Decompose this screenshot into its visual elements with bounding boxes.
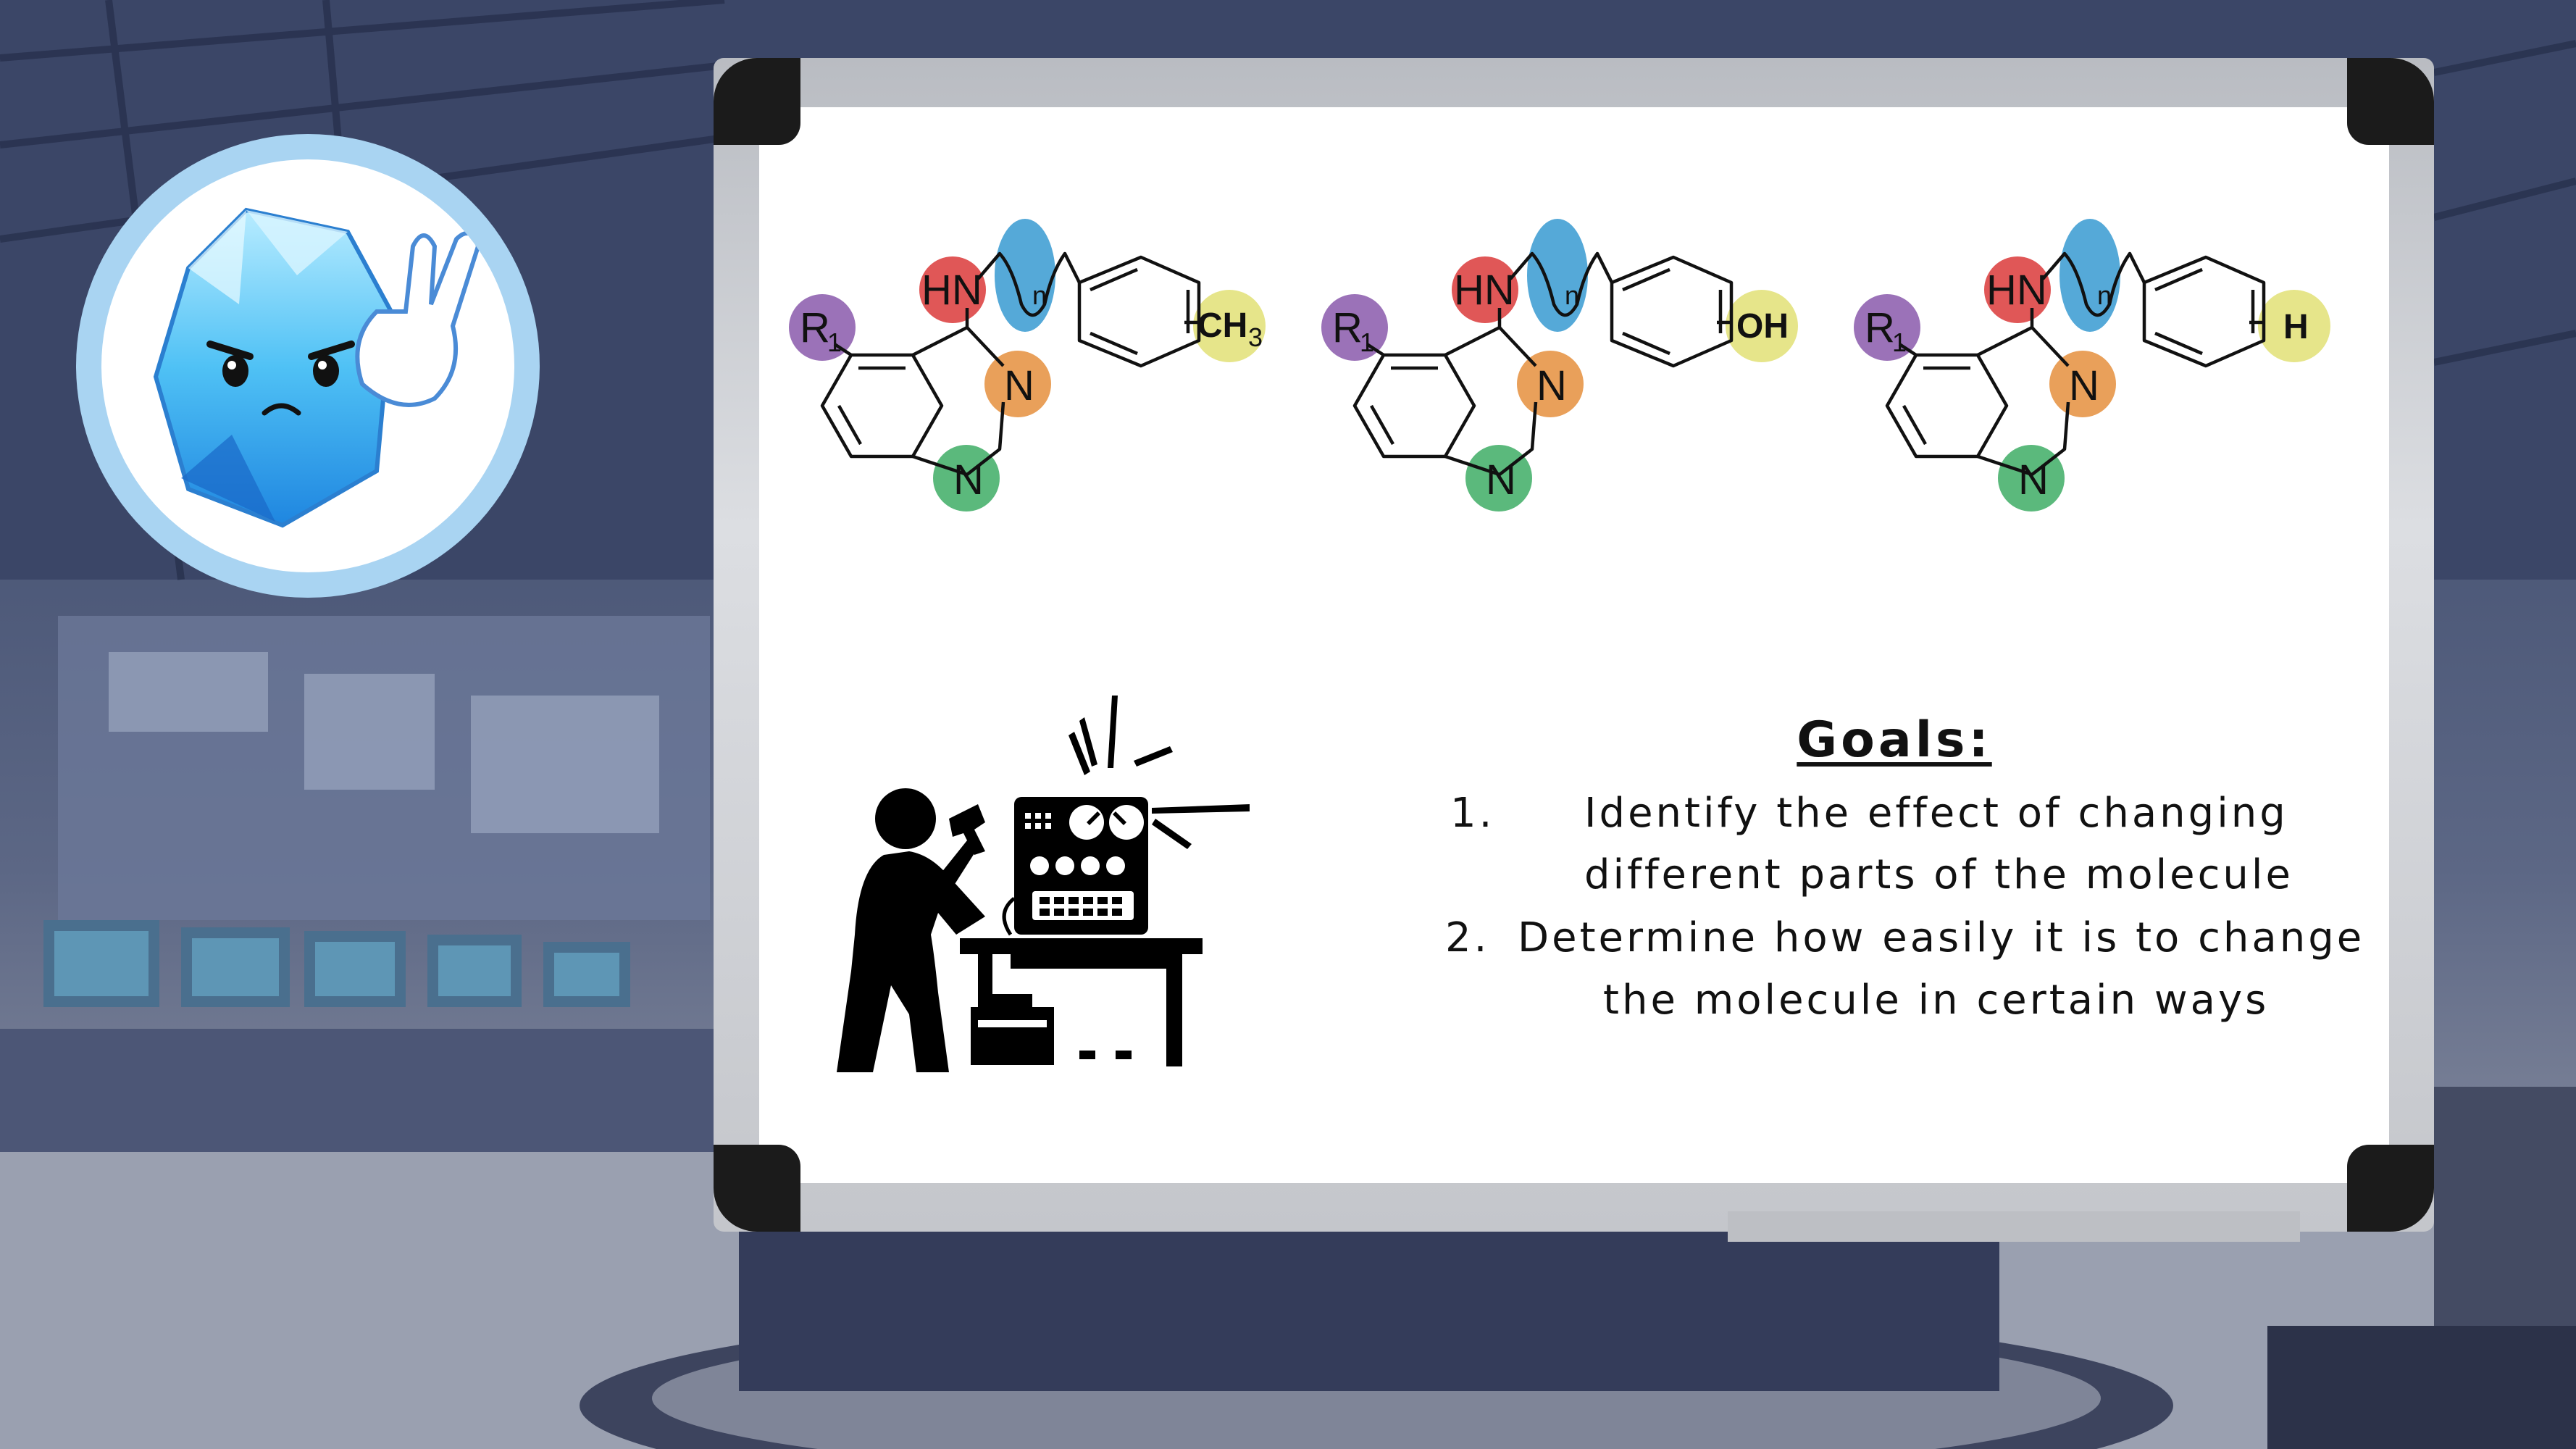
engineer-repairing-machine-icon	[837, 696, 1250, 1072]
goal-2-number: 2.	[1445, 914, 1490, 961]
board-corner	[714, 58, 800, 145]
molecule-hydrogen: R 1 HN n N N H	[1854, 219, 2330, 511]
goal-2-line-2: the molecule in certain ways	[1603, 977, 2270, 1024]
amine-label: HN	[921, 267, 982, 314]
amine-label: HN	[1454, 267, 1515, 314]
ring-n-top-label: N	[1536, 362, 1567, 409]
ring-n-top-highlight	[1517, 351, 1584, 417]
r-group-subscript: 1	[1360, 327, 1374, 357]
skeletal-bonds	[1352, 251, 1734, 477]
goal-2-line-1: Determine how easily it is to change	[1518, 914, 2365, 961]
ring-n-bottom-label: N	[1486, 456, 1516, 504]
molecule-hydroxyl: R 1 HN n N N OH	[1321, 219, 1798, 511]
amine-highlight	[1452, 256, 1518, 323]
r-group-subscript: 1	[1892, 327, 1907, 357]
chain-subscript: n	[1565, 280, 1579, 310]
chain-subscript: n	[1032, 280, 1047, 310]
r-group-label: R	[1865, 304, 1895, 351]
substituent-subscript: 3	[1248, 322, 1263, 352]
r-group-highlight	[1321, 294, 1388, 361]
ring-n-top-label: N	[1004, 362, 1034, 409]
chain-subscript: n	[2097, 280, 2112, 310]
ring-n-bottom-label: N	[953, 456, 984, 504]
amine-highlight	[1984, 256, 2051, 323]
substituent-highlight	[1726, 290, 1798, 362]
ice-crystal-mascot-icon	[153, 207, 481, 528]
molecule-methyl: R 1 HN n N N CH 3	[789, 219, 1266, 511]
marker-tray	[1728, 1211, 2300, 1242]
goal-1-line-2: different parts of the molecule	[1584, 851, 2293, 898]
r-group-label: R	[1332, 304, 1363, 351]
substituent-label: OH	[1736, 307, 1789, 346]
r-group-label: R	[800, 304, 830, 351]
ring-n-top-label: N	[2069, 362, 2099, 409]
substituent-highlight	[1193, 290, 1266, 362]
amine-label: HN	[1986, 267, 2047, 314]
amine-highlight	[919, 256, 986, 323]
board-corner	[2347, 58, 2434, 145]
skeletal-bonds	[1885, 251, 2266, 477]
r-group-highlight	[789, 294, 856, 361]
goal-1-line-1: Identify the effect of changing	[1584, 790, 2288, 837]
substituent-label: H	[2283, 308, 2309, 346]
r-group-subscript: 1	[827, 327, 842, 357]
board-corner	[714, 1145, 800, 1232]
chain-highlight	[2059, 219, 2120, 332]
board-corner	[2347, 1145, 2434, 1232]
goals-title: Goals:	[1797, 711, 1992, 769]
skeletal-bonds	[820, 251, 1201, 477]
substituent-highlight	[2258, 290, 2330, 362]
mascot-badge	[101, 159, 514, 572]
chain-highlight	[995, 219, 1055, 332]
ring-n-bottom-label: N	[2018, 456, 2049, 504]
goal-1-number: 1.	[1450, 790, 1495, 837]
chain-highlight	[1527, 219, 1588, 332]
r-group-highlight	[1854, 294, 1920, 361]
ring-n-top-highlight	[2049, 351, 2116, 417]
ring-n-top-highlight	[984, 351, 1051, 417]
substituent-label: CH	[1197, 306, 1247, 345]
